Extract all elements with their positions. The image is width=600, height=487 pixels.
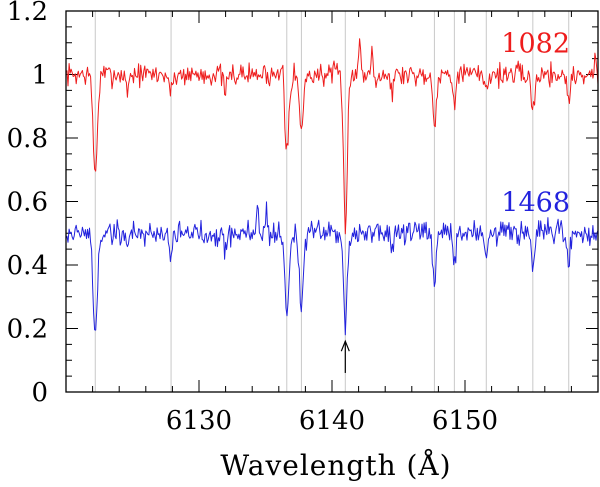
y-tick-label: 0.4: [7, 251, 48, 281]
reference-lines: [94, 11, 570, 392]
y-tick-label: 0.6: [7, 188, 48, 218]
series-line-1082: [65, 38, 599, 235]
y-tick-label: 0.2: [7, 315, 48, 345]
tick-labels: 6130 6140 6150 0 0.2 0.4 0.6 0.8 1 1.2 1082 1468: [7, 0, 570, 436]
y-tick-label: 1.2: [7, 0, 48, 27]
arrow-marker: [340, 339, 350, 373]
x-tick-label: 6140: [299, 406, 365, 436]
series-line-1468: [65, 201, 599, 336]
y-tick-label: 1: [31, 61, 48, 91]
arrow-head: [340, 339, 350, 352]
x-tick-label: 6130: [166, 406, 232, 436]
plot-frame: [65, 10, 599, 393]
y-tick-label: 0: [31, 378, 48, 408]
series-label-1082: 1082: [501, 29, 570, 60]
spectra: [65, 38, 599, 336]
series-label-1468: 1468: [501, 187, 570, 218]
x-tick-label: 6150: [432, 406, 498, 436]
y-tick-label: 0.8: [7, 124, 48, 154]
x-axis-label: Wavelength (Å): [220, 449, 451, 482]
